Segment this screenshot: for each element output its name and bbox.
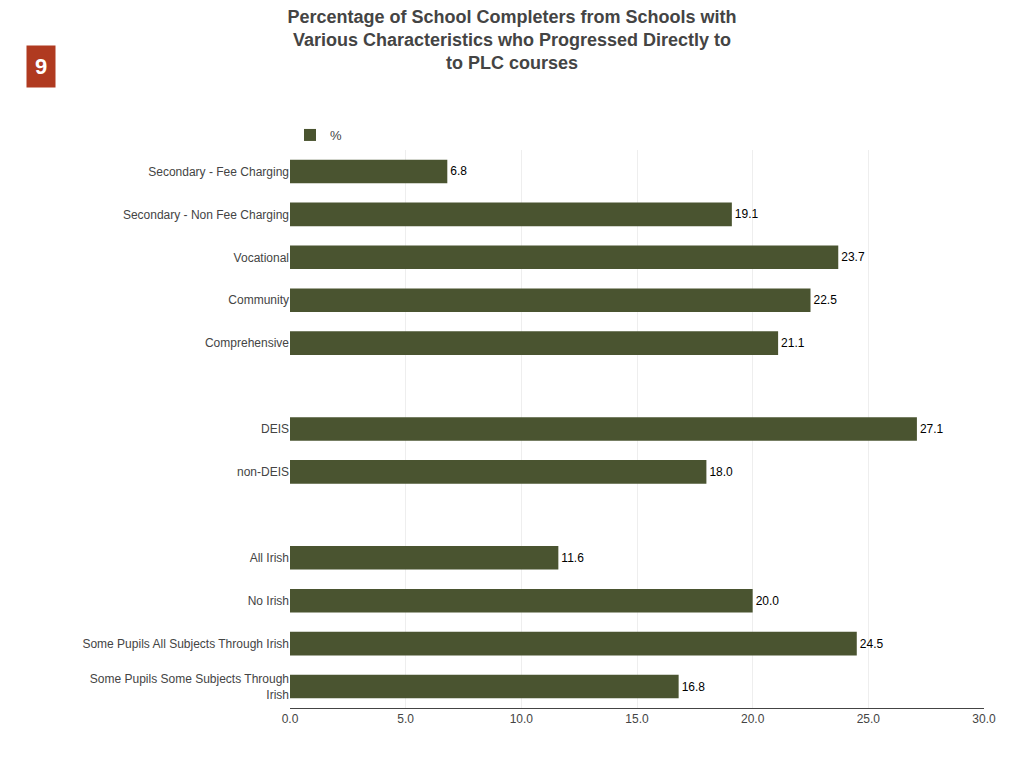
svg-text:10.0: 10.0 xyxy=(510,712,534,726)
svg-text:30.0: 30.0 xyxy=(972,712,996,726)
svg-text:16.8: 16.8 xyxy=(682,680,706,694)
svg-text:15.0: 15.0 xyxy=(625,712,649,726)
svg-text:22.5: 22.5 xyxy=(814,293,838,307)
svg-text:No Irish: No Irish xyxy=(248,594,289,608)
svg-text:Some Pupils All Subjects Throu: Some Pupils All Subjects Through Irish xyxy=(82,637,289,651)
svg-text:0.0: 0.0 xyxy=(282,712,299,726)
svg-text:Secondary - Non Fee Charging: Secondary - Non Fee Charging xyxy=(123,208,289,222)
svg-text:Some Pupils Some Subjects Thro: Some Pupils Some Subjects ThroughIrish xyxy=(90,672,289,702)
svg-text:Vocational: Vocational xyxy=(234,251,289,265)
svg-text:11.6: 11.6 xyxy=(561,551,584,565)
svg-text:All Irish: All Irish xyxy=(250,551,289,565)
svg-text:25.0: 25.0 xyxy=(857,712,881,726)
svg-text:23.7: 23.7 xyxy=(841,250,865,264)
svg-text:DEIS: DEIS xyxy=(261,422,289,436)
svg-text:24.5: 24.5 xyxy=(860,637,884,651)
svg-text:5.0: 5.0 xyxy=(397,712,414,726)
svg-text:27.1: 27.1 xyxy=(920,422,944,436)
svg-text:Secondary - Fee Charging: Secondary - Fee Charging xyxy=(148,165,289,179)
svg-text:%: % xyxy=(330,128,342,143)
svg-text:6.8: 6.8 xyxy=(450,164,467,178)
svg-text:non-DEIS: non-DEIS xyxy=(237,465,289,479)
svg-text:20.0: 20.0 xyxy=(741,712,765,726)
svg-text:Percentage of School Completer: Percentage of School Completers from Sch… xyxy=(287,7,736,74)
svg-text:18.0: 18.0 xyxy=(709,465,733,479)
svg-text:9: 9 xyxy=(35,54,47,79)
svg-text:Community: Community xyxy=(228,293,289,307)
svg-text:19.1: 19.1 xyxy=(735,207,759,221)
svg-text:20.0: 20.0 xyxy=(756,594,780,608)
svg-text:Comprehensive: Comprehensive xyxy=(205,336,289,350)
svg-text:21.1: 21.1 xyxy=(781,336,805,350)
